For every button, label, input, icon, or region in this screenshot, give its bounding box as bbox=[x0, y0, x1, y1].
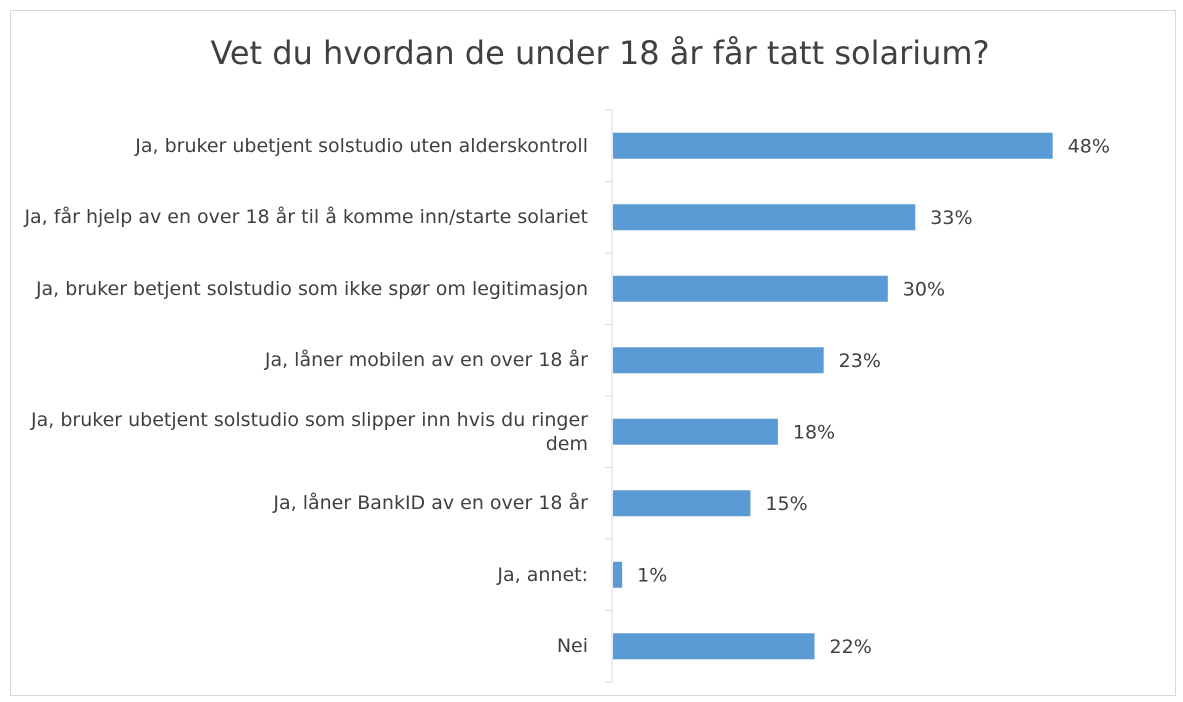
bar bbox=[613, 275, 888, 302]
data-label: 48% bbox=[1068, 135, 1110, 157]
category-label: Ja, bruker ubetjent solstudio uten alder… bbox=[135, 134, 588, 157]
category-label: Nei bbox=[556, 635, 588, 658]
data-label: 33% bbox=[930, 207, 972, 229]
bar bbox=[613, 561, 623, 588]
bar bbox=[613, 347, 824, 374]
category-label: Ja, låner BankID av en over 18 år bbox=[273, 492, 588, 515]
bar bbox=[613, 204, 916, 231]
chart-title: Vet du hvordan de under 18 år får tatt s… bbox=[210, 34, 989, 72]
category-label: Ja, får hjelp av en over 18 år til å kom… bbox=[24, 206, 588, 229]
bar bbox=[613, 132, 1053, 159]
category-label: Ja, bruker betjent solstudio som ikke sp… bbox=[35, 277, 588, 300]
data-label: 18% bbox=[793, 421, 835, 443]
bar bbox=[613, 418, 778, 445]
data-label: 15% bbox=[765, 493, 807, 515]
data-label: 23% bbox=[839, 350, 881, 372]
bar bbox=[613, 490, 751, 517]
data-label: 1% bbox=[637, 564, 667, 586]
category-label: Ja, bruker ubetjent solstudio som slippe… bbox=[31, 408, 588, 455]
data-label: 30% bbox=[903, 278, 945, 300]
category-label: Ja, annet: bbox=[497, 563, 588, 586]
data-label: 22% bbox=[830, 636, 872, 658]
category-label: Ja, låner mobilen av en over 18 år bbox=[264, 349, 588, 372]
chart-frame bbox=[10, 10, 1176, 696]
bar bbox=[613, 633, 815, 660]
